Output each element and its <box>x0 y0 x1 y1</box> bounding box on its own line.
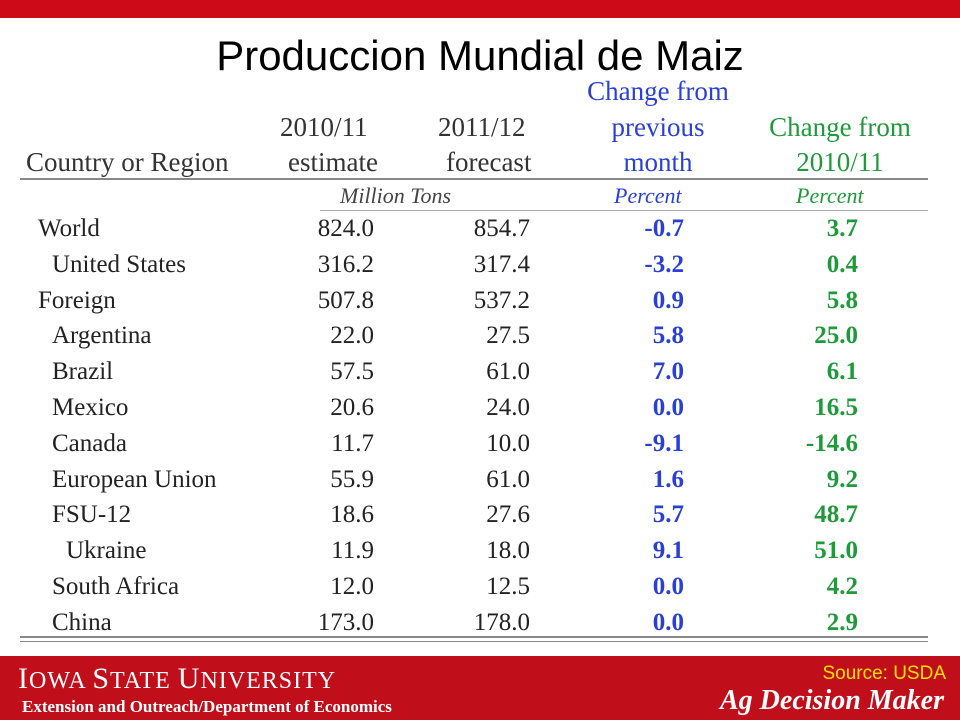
university-wordmark: IOWA STATE UNIVERSITY <box>18 662 337 695</box>
row-change-year-value: 25.0 <box>814 322 858 350</box>
row-change-month-value: 0.9 <box>652 286 684 314</box>
row-country-name: Foreign <box>38 286 116 314</box>
row-estimate-value: 173.0 <box>317 608 374 636</box>
row-estimate-value: 507.8 <box>317 286 374 314</box>
table-row: United States 316.2 317.4 -3.2 0.4 <box>0 248 960 284</box>
row-country-name: United States <box>52 250 187 278</box>
table-row: Foreign 507.8 537.2 0.9 5.8 <box>0 284 960 320</box>
table-row: Argentina 22.0 27.5 5.8 25.0 <box>0 319 960 355</box>
row-change-month-value: 0.0 <box>652 394 684 421</box>
row-country-name: China <box>52 608 112 636</box>
row-forecast-value: 27.6 <box>486 501 530 529</box>
row-change-month-value: 9.1 <box>652 537 684 565</box>
row-estimate-value: 11.9 <box>331 537 374 565</box>
footer-bar: IOWA STATE UNIVERSITY Extension and Outr… <box>0 656 960 720</box>
row-forecast-value: 18.0 <box>486 537 530 565</box>
row-estimate-value: 18.6 <box>330 501 374 529</box>
row-forecast-value: 178.0 <box>473 608 530 636</box>
row-estimate-value: 11.7 <box>331 429 374 457</box>
table-row: South Africa 12.0 12.5 0.0 4.2 <box>0 570 960 606</box>
row-change-month-value: 5.8 <box>652 322 684 350</box>
row-country-name: European Union <box>52 465 217 493</box>
row-forecast-value: 10.0 <box>486 429 530 457</box>
row-change-month-value: 5.7 <box>652 501 684 529</box>
row-change-year-value: 4.2 <box>826 573 858 600</box>
department-label: Extension and Outreach/Department of Eco… <box>22 697 392 716</box>
row-country-name: World <box>38 215 100 242</box>
row-forecast-value: 317.4 <box>473 250 530 278</box>
table-row: Brazil 57.5 61.0 7.0 6.1 <box>0 355 960 391</box>
row-change-month-value: 1.6 <box>652 465 684 493</box>
header-2010-line2: estimate <box>288 147 378 177</box>
row-change-year-value: 9.2 <box>826 465 858 493</box>
row-change-month-value: -0.7 <box>644 215 684 242</box>
row-change-year-value: 16.5 <box>814 394 858 421</box>
row-country-name: Brazil <box>52 358 114 386</box>
header-change-month-line2: previous <box>611 112 705 142</box>
brand-ag-decision-maker: Ag Decision Maker <box>720 685 944 716</box>
row-forecast-value: 24.0 <box>486 394 530 421</box>
row-forecast-value: 61.0 <box>486 465 530 493</box>
row-estimate-value: 55.9 <box>330 465 374 493</box>
bottom-rule-1 <box>20 636 928 638</box>
header-2010-line1: 2010/11 <box>280 112 368 142</box>
row-country-name: Argentina <box>52 322 152 350</box>
unit-million-tons: Million Tons <box>340 183 452 208</box>
header-change-year-line1: Change from <box>769 112 911 142</box>
header-change-year-line2: 2010/11 <box>796 147 884 177</box>
header-2011-line2: forecast <box>446 147 532 177</box>
row-forecast-value: 854.7 <box>473 215 530 242</box>
unit-percent-month: Percent <box>614 183 682 208</box>
row-change-year-value: 6.1 <box>826 358 858 386</box>
row-estimate-value: 12.0 <box>330 573 374 600</box>
row-forecast-value: 12.5 <box>486 573 530 600</box>
row-estimate-value: 824.0 <box>317 215 374 242</box>
table-row: World 824.0 854.7 -0.7 3.7 <box>0 212 960 248</box>
header-rule <box>20 178 928 180</box>
row-change-month-value: 7.0 <box>652 358 684 386</box>
table-row: Canada 11.7 10.0 -9.1 -14.6 <box>0 427 960 463</box>
unit-percent-year: Percent <box>796 183 864 208</box>
row-change-year-value: 51.0 <box>814 537 858 565</box>
header-change-month-line1: Change from <box>587 76 729 106</box>
unit-rule <box>320 210 928 211</box>
row-change-month-value: 0.0 <box>652 608 684 636</box>
row-change-month-value: 0.0 <box>652 573 684 600</box>
row-change-year-value: 0.4 <box>826 250 858 278</box>
table-row: FSU-12 18.6 27.6 5.7 48.7 <box>0 498 960 534</box>
table-row: Ukraine 11.9 18.0 9.1 51.0 <box>0 534 960 570</box>
row-estimate-value: 22.0 <box>330 322 374 350</box>
row-forecast-value: 537.2 <box>473 286 530 314</box>
row-change-month-value: -9.1 <box>644 429 684 457</box>
page-title: Produccion Mundial de Maiz <box>216 32 744 79</box>
table-row: Mexico 20.6 24.0 0.0 16.5 <box>0 391 960 427</box>
row-country-name: Ukraine <box>66 537 147 565</box>
row-change-year-value: 48.7 <box>814 501 858 529</box>
row-country-name: South Africa <box>52 573 180 600</box>
row-change-year-value: -14.6 <box>805 429 858 457</box>
row-country-name: FSU-12 <box>52 501 132 529</box>
bottom-rule-2 <box>20 641 928 642</box>
row-forecast-value: 27.5 <box>486 322 530 350</box>
header-2011-line1: 2011/12 <box>438 112 526 142</box>
row-estimate-value: 57.5 <box>330 358 374 386</box>
row-change-month-value: -3.2 <box>644 250 684 278</box>
header-change-month-line3: month <box>623 147 693 177</box>
table-row: European Union 55.9 61.0 1.6 9.2 <box>0 463 960 499</box>
row-estimate-value: 316.2 <box>317 250 374 278</box>
row-change-year-value: 2.9 <box>826 608 858 636</box>
row-estimate-value: 20.6 <box>330 394 374 421</box>
row-change-year-value: 5.8 <box>826 286 858 314</box>
row-country-name: Canada <box>52 429 127 457</box>
row-country-name: Mexico <box>52 394 129 421</box>
header-country: Country or Region <box>26 147 229 177</box>
source-label: Source: USDA <box>822 663 946 684</box>
top-accent-bar <box>0 0 960 18</box>
row-forecast-value: 61.0 <box>486 358 530 386</box>
table-row: China 173.0 178.0 0.0 2.9 <box>0 606 960 642</box>
row-change-year-value: 3.7 <box>826 215 858 242</box>
